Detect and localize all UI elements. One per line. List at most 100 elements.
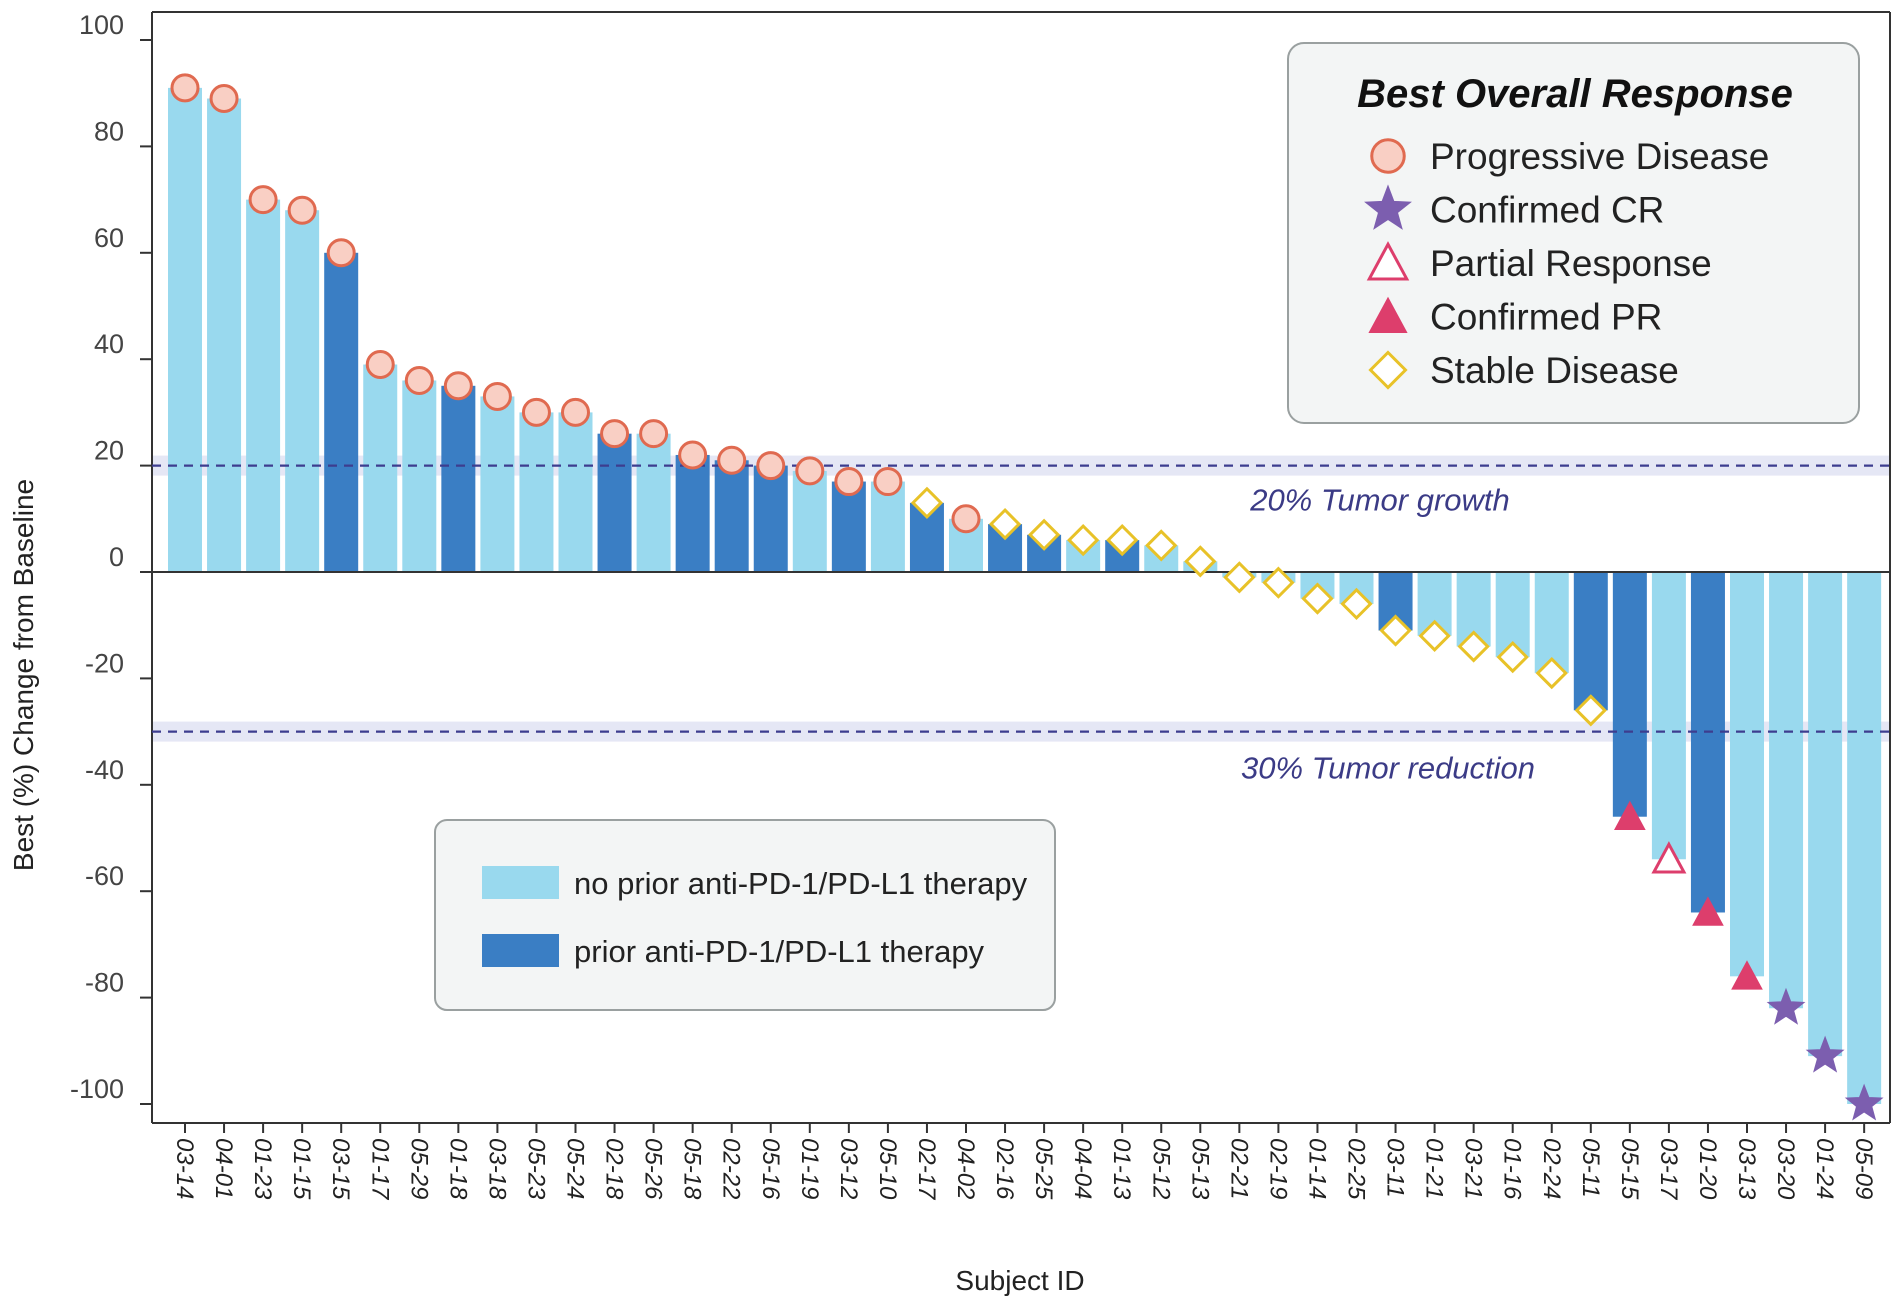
x-tick-label-05-25: 05-25 xyxy=(1030,1138,1057,1200)
x-tick-label-03-17: 03-17 xyxy=(1655,1138,1682,1201)
x-tick-label-01-19: 01-19 xyxy=(796,1138,823,1199)
legend-therapy-label-no: no prior anti-PD-1/PD-L1 therapy xyxy=(574,866,1028,901)
marker-01-20 xyxy=(1692,896,1724,926)
marker-02-25 xyxy=(1340,587,1373,621)
x-tick-label-01-21: 01-21 xyxy=(1421,1138,1448,1199)
x-tick-label-02-22: 02-22 xyxy=(718,1138,745,1199)
x-tick-label-05-11: 05-11 xyxy=(1577,1138,1604,1198)
bar-01-18 xyxy=(441,385,476,572)
marker-02-16 xyxy=(988,507,1022,541)
x-tick-label-02-18: 02-18 xyxy=(601,1138,628,1200)
bar-05-24 xyxy=(558,412,593,572)
marker-05-15 xyxy=(1614,800,1646,830)
marker-01-21 xyxy=(1418,619,1451,652)
y-tick-label: -60 xyxy=(85,861,124,891)
bar-03-18 xyxy=(480,396,515,572)
bar-01-20 xyxy=(1690,572,1725,913)
x-tick-label-05-26: 05-26 xyxy=(640,1138,667,1200)
marker-01-23 xyxy=(248,185,278,215)
marker-02-18 xyxy=(600,419,630,449)
bar-05-23 xyxy=(519,412,554,572)
marker-03-12 xyxy=(834,467,864,497)
x-tick-label-01-17: 01-17 xyxy=(366,1138,393,1201)
bar-05-15 xyxy=(1612,572,1647,817)
reference-label-1: 30% Tumor reduction xyxy=(1241,751,1535,786)
marker-03-21 xyxy=(1457,630,1490,663)
x-axis-title: Subject ID xyxy=(955,1265,1084,1296)
marker-04-04 xyxy=(1067,523,1100,557)
bar-01-19 xyxy=(792,470,827,572)
marker-02-21 xyxy=(1223,561,1256,594)
marker-05-09 xyxy=(1844,1083,1884,1121)
bar-02-18 xyxy=(597,433,632,572)
x-tick-label-03-14: 03-14 xyxy=(171,1138,198,1199)
legend-swatch-no xyxy=(482,866,559,899)
marker-03-18 xyxy=(482,381,512,411)
bar-03-13 xyxy=(1730,572,1764,977)
reference-lines: 20% Tumor growth 30% Tumor reduction xyxy=(152,464,1890,786)
bar-05-29 xyxy=(402,380,437,572)
x-tick-label-05-09: 05-09 xyxy=(1850,1138,1877,1199)
bar-03-15 xyxy=(324,252,359,573)
x-tick-label-02-16: 02-16 xyxy=(991,1138,1018,1200)
bar-03-14 xyxy=(168,87,202,572)
x-tick-label-02-19: 02-19 xyxy=(1264,1138,1291,1199)
x-tick-label-02-25: 02-25 xyxy=(1343,1138,1370,1200)
marker-01-18 xyxy=(443,371,473,401)
marker-01-14 xyxy=(1301,582,1334,615)
axes-layer xyxy=(151,11,1891,1124)
marker-02-24 xyxy=(1535,656,1568,690)
legend-response-label-pr: Partial Response xyxy=(1430,243,1712,284)
x-tick-labels: 03-14 04-01 01-23 01-15 03-15 01-17 05-29 01-18… xyxy=(171,1123,1877,1201)
x-tick-label-05-13: 05-13 xyxy=(1186,1138,1213,1200)
y-ticks: 100 80 60 40 20 0 -20 -40 -60 -80 -100 xyxy=(70,10,152,1105)
x-tick-label-04-02: 04-02 xyxy=(952,1138,979,1199)
x-tick-label-03-13: 03-13 xyxy=(1733,1138,1760,1200)
y-tick-label: 20 xyxy=(94,436,124,466)
marker-05-25 xyxy=(1027,518,1061,551)
x-tick-label-05-16: 05-16 xyxy=(757,1138,784,1200)
bar-02-22 xyxy=(714,460,749,572)
marker-03-15 xyxy=(326,238,356,268)
marker-05-10 xyxy=(873,467,903,497)
x-tick-label-01-14: 01-14 xyxy=(1303,1138,1330,1199)
x-tick-label-03-18: 03-18 xyxy=(483,1138,510,1200)
legend-marker-sd xyxy=(1368,350,1408,390)
marker-02-22 xyxy=(717,445,747,475)
marker-05-18 xyxy=(678,440,708,470)
legend-marker-pd xyxy=(1370,138,1406,174)
bar-05-18 xyxy=(675,454,710,572)
y-tick-label: 40 xyxy=(94,329,124,359)
bar-05-16 xyxy=(753,465,788,572)
legend-best-overall-response: Best Overall Response Progressive Diseas… xyxy=(1287,42,1860,424)
y-tick-label: -100 xyxy=(70,1074,124,1104)
marker-03-17 xyxy=(1651,841,1687,874)
x-tick-label-01-13: 01-13 xyxy=(1108,1138,1135,1200)
legend-response-label-ccr: Confirmed CR xyxy=(1430,190,1664,231)
marker-01-17 xyxy=(365,350,395,380)
x-tick-label-03-21: 03-21 xyxy=(1460,1138,1487,1199)
x-tick-label-01-15: 01-15 xyxy=(288,1138,315,1200)
bar-03-12 xyxy=(831,481,866,572)
x-tick-label-01-18: 01-18 xyxy=(444,1138,471,1200)
x-tick-label-03-20: 03-20 xyxy=(1772,1138,1799,1200)
bars-layer xyxy=(168,87,1882,1104)
y-tick-label: 80 xyxy=(94,116,124,146)
bar-01-15 xyxy=(285,210,320,573)
x-tick-label-01-23: 01-23 xyxy=(249,1138,276,1200)
x-tick-label-02-21: 02-21 xyxy=(1225,1138,1252,1199)
legend-marker-cpr xyxy=(1368,296,1408,333)
x-tick-label-05-23: 05-23 xyxy=(522,1138,549,1200)
y-tick-label: 0 xyxy=(109,542,124,572)
y-tick-label: 60 xyxy=(94,223,124,253)
x-tick-label-04-04: 04-04 xyxy=(1069,1138,1096,1199)
x-tick-label-02-24: 02-24 xyxy=(1538,1138,1565,1199)
x-tick-label-05-18: 05-18 xyxy=(679,1138,706,1200)
marker-03-11 xyxy=(1379,614,1412,647)
bar-05-11 xyxy=(1573,572,1608,711)
bar-05-10 xyxy=(870,481,905,572)
legend-response-label-pd: Progressive Disease xyxy=(1430,136,1769,177)
marker-05-23 xyxy=(521,397,551,427)
marker-01-13 xyxy=(1106,523,1139,557)
marker-01-19 xyxy=(795,456,825,486)
